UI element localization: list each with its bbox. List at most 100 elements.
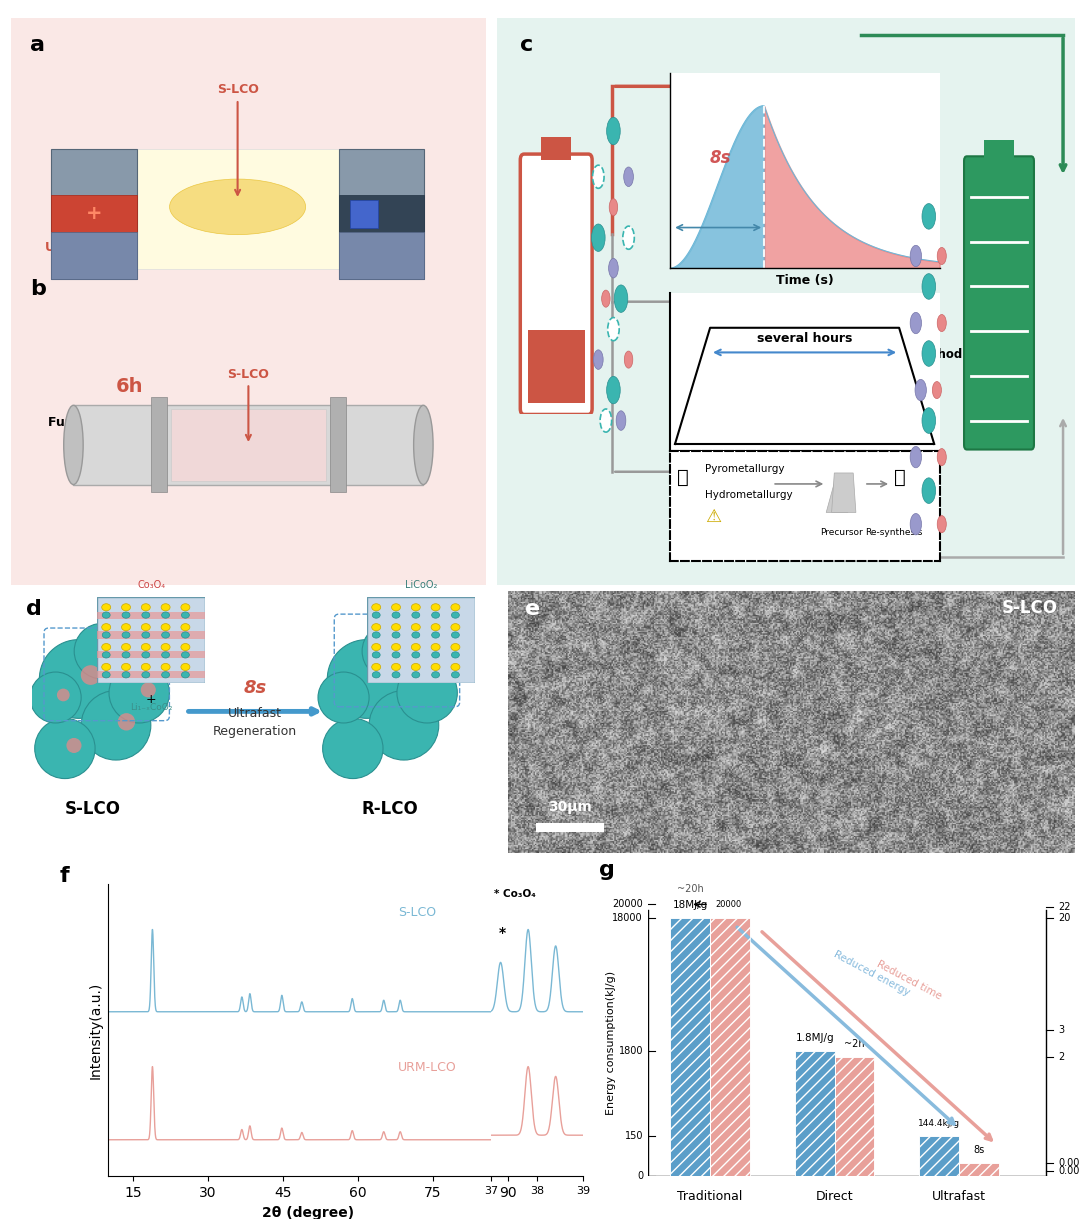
- Text: 1800: 1800: [619, 1046, 643, 1056]
- Circle shape: [103, 672, 110, 678]
- Text: S-LCO: S-LCO: [217, 83, 258, 195]
- Text: 8s: 8s: [244, 679, 267, 697]
- Text: 🔥: 🔥: [677, 468, 689, 486]
- FancyBboxPatch shape: [964, 156, 1034, 450]
- Text: 0.000: 0.000: [1058, 1167, 1080, 1176]
- Text: 1.8MJ/g: 1.8MJ/g: [795, 1032, 834, 1042]
- Circle shape: [922, 407, 935, 433]
- Circle shape: [81, 666, 100, 685]
- Text: 20: 20: [1058, 913, 1070, 923]
- Circle shape: [937, 516, 946, 533]
- Text: Traditional Direct Repair Method: Traditional Direct Repair Method: [745, 349, 962, 361]
- Circle shape: [392, 652, 400, 658]
- Circle shape: [373, 672, 380, 678]
- Ellipse shape: [64, 405, 83, 484]
- Text: 144.4kJ/g: 144.4kJ/g: [918, 1119, 960, 1129]
- Circle shape: [392, 631, 400, 638]
- Circle shape: [372, 644, 381, 651]
- Polygon shape: [832, 473, 856, 512]
- Circle shape: [162, 672, 170, 678]
- Circle shape: [431, 663, 441, 670]
- Circle shape: [181, 631, 189, 638]
- Bar: [541, 137, 571, 160]
- Circle shape: [600, 408, 611, 432]
- Bar: [330, 397, 346, 492]
- Circle shape: [373, 612, 380, 618]
- Circle shape: [607, 377, 620, 403]
- Circle shape: [140, 683, 156, 697]
- Circle shape: [431, 603, 441, 611]
- Circle shape: [932, 382, 942, 399]
- Circle shape: [922, 478, 935, 503]
- Circle shape: [372, 603, 381, 611]
- Circle shape: [373, 652, 380, 658]
- Circle shape: [411, 631, 420, 638]
- Circle shape: [594, 350, 603, 369]
- Circle shape: [609, 199, 618, 216]
- Circle shape: [122, 672, 130, 678]
- Text: Ultrafast Repair Method: Ultrafast Repair Method: [45, 240, 214, 254]
- Bar: [671, 918, 711, 1176]
- Circle shape: [362, 623, 418, 679]
- Text: Reduced energy: Reduced energy: [833, 950, 912, 998]
- Circle shape: [141, 663, 150, 670]
- Circle shape: [392, 672, 400, 678]
- Bar: [339, 149, 424, 279]
- Text: 18MJ/g: 18MJ/g: [673, 901, 707, 911]
- Circle shape: [411, 603, 420, 611]
- Circle shape: [397, 663, 457, 723]
- Text: 150: 150: [624, 1131, 643, 1141]
- Bar: [151, 397, 166, 492]
- Text: Co₃O₄: Co₃O₄: [137, 580, 165, 590]
- Circle shape: [593, 166, 604, 189]
- Circle shape: [451, 663, 460, 670]
- Circle shape: [922, 204, 935, 229]
- Ellipse shape: [414, 405, 433, 484]
- Circle shape: [922, 340, 935, 366]
- Circle shape: [609, 258, 618, 278]
- Circle shape: [910, 513, 921, 535]
- Circle shape: [451, 672, 459, 678]
- Text: Re-synthesis: Re-synthesis: [865, 528, 922, 536]
- Text: b: b: [30, 279, 45, 299]
- Text: Furnace Repair Method: Furnace Repair Method: [48, 417, 212, 429]
- Bar: [136, 149, 339, 269]
- Circle shape: [451, 624, 460, 630]
- FancyBboxPatch shape: [521, 154, 592, 414]
- Circle shape: [624, 167, 633, 187]
- Text: 30μm: 30μm: [548, 800, 592, 814]
- Circle shape: [432, 672, 440, 678]
- Circle shape: [451, 603, 460, 611]
- Circle shape: [624, 351, 633, 368]
- Text: Ultrafast: Ultrafast: [932, 1190, 986, 1203]
- Circle shape: [181, 652, 189, 658]
- Bar: [711, 918, 750, 1176]
- Circle shape: [432, 612, 440, 618]
- Text: Ultrafast: Ultrafast: [228, 707, 282, 719]
- Text: 0: 0: [637, 1171, 643, 1181]
- Circle shape: [180, 663, 190, 670]
- Bar: [711, 918, 750, 1176]
- Bar: [73, 405, 423, 484]
- Circle shape: [602, 290, 610, 307]
- Circle shape: [162, 652, 170, 658]
- Circle shape: [141, 631, 150, 638]
- FancyBboxPatch shape: [1, 12, 490, 596]
- Bar: [97, 672, 205, 678]
- Circle shape: [181, 672, 189, 678]
- Text: Traditional Recycling Method: Traditional Recycling Method: [745, 479, 939, 491]
- Circle shape: [35, 718, 95, 779]
- Bar: [171, 410, 326, 480]
- Circle shape: [102, 624, 111, 630]
- Text: URM-LCO: URM-LCO: [397, 1062, 457, 1074]
- Text: Ultrafast Repair Method: Ultrafast Repair Method: [745, 223, 915, 236]
- Bar: [959, 1163, 999, 1176]
- Text: S-LCO: S-LCO: [65, 800, 121, 818]
- Circle shape: [372, 624, 381, 630]
- Circle shape: [122, 631, 130, 638]
- Circle shape: [615, 285, 627, 312]
- Circle shape: [103, 612, 110, 618]
- Text: ⚠: ⚠: [705, 508, 720, 525]
- Text: ~20h: ~20h: [677, 885, 704, 895]
- Text: R-LCO: R-LCO: [362, 800, 418, 818]
